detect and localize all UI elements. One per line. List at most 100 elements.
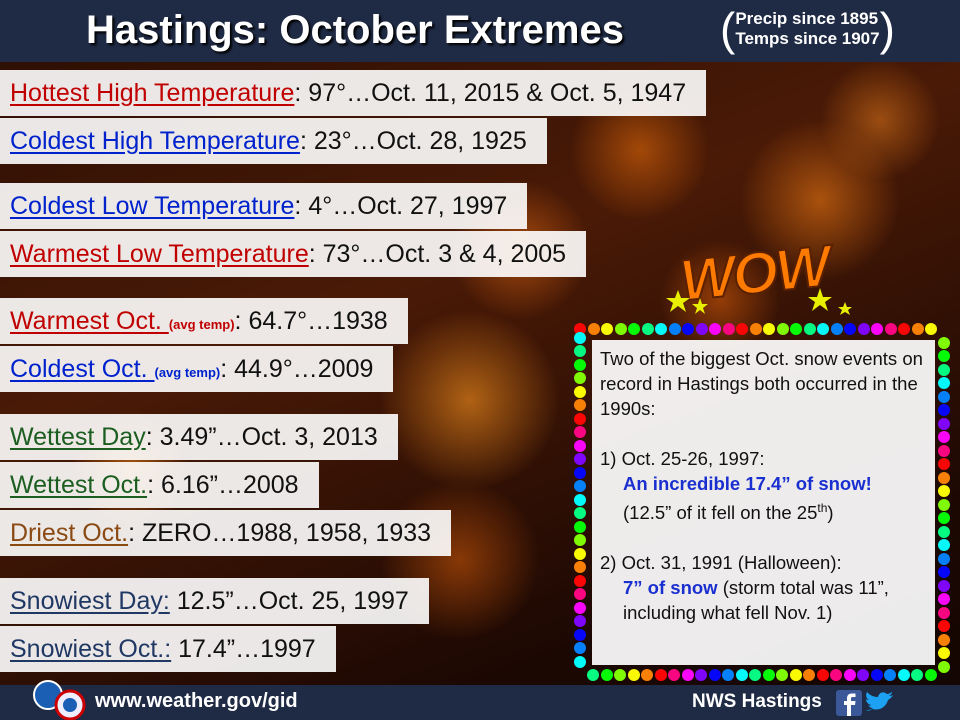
office: NWS Hastings (692, 691, 822, 712)
record-value: : 44.9°…2009 (220, 355, 374, 383)
footer: www.weather.gov/gid NWS Hastings (0, 680, 960, 720)
border-dot (574, 547, 586, 560)
border-dot (938, 471, 950, 484)
border-dot (614, 323, 627, 335)
border-dot (574, 615, 586, 627)
border-dot (574, 358, 586, 371)
border-dot (938, 525, 950, 538)
social-icons (836, 690, 893, 716)
border-dot (938, 377, 950, 389)
twitter-icon[interactable] (866, 692, 893, 711)
record-qualifier: (avg temp) (168, 317, 235, 332)
star (666, 290, 690, 312)
event-detail: (storm total was 11”, including what fel… (623, 577, 889, 624)
record: Hottest High Temperature: 97°…Oct. 11, 2… (0, 70, 707, 116)
event-highlight: 7” of snow (623, 577, 718, 599)
url[interactable]: www.weather.gov/gid (95, 690, 298, 712)
record-label: Coldest Low Temperature (10, 192, 295, 220)
logos (33, 680, 86, 720)
border-dot (574, 345, 586, 357)
record-label: Wettest Day (10, 423, 146, 451)
border-dot (722, 669, 734, 681)
facebook-glyph (844, 693, 856, 716)
record: Coldest Oct. (avg temp): 44.9°…2009 (0, 346, 394, 392)
border-dot (789, 669, 802, 681)
snow-text: Two of the biggest Oct. snow events on r… (592, 340, 935, 665)
record-value: : 64.7°…1938 (234, 307, 388, 335)
note-line: Precip since 1895 (735, 9, 879, 28)
border-dot (574, 574, 586, 587)
border-dot (614, 669, 626, 681)
record-value: : 4°…Oct. 27, 1997 (294, 192, 508, 220)
snow-box: Two of the biggest Oct. snow events on r… (573, 322, 951, 682)
border-dot (574, 426, 586, 438)
border-dot (641, 323, 654, 335)
record-value: : 97°…Oct. 11, 2015 & Oct. 5, 1947 (294, 79, 687, 107)
border-dot (897, 669, 910, 681)
border-dot (938, 431, 950, 443)
border-dot (574, 588, 586, 600)
record-value: : ZERO…1988, 1958, 1933 (128, 519, 432, 547)
border-dot (574, 439, 586, 452)
event-detail-end: ) (827, 502, 834, 524)
record-label: Snowiest Day: (10, 587, 170, 615)
border-dot (574, 534, 586, 546)
event-detail: (12.5” of it fell on the 25 (623, 502, 818, 524)
border-dot (655, 323, 667, 335)
border-dot (762, 669, 775, 681)
border-dot (587, 669, 599, 681)
star (808, 288, 832, 311)
border-dot (722, 323, 735, 335)
border-dot (574, 655, 586, 668)
border-dot (574, 561, 586, 573)
record-label: Snowiest Oct.: (10, 635, 172, 663)
record: Wettest Oct.: 6.16”…2008 (0, 462, 319, 508)
record-label: Driest Oct. (10, 519, 129, 547)
record: Warmest Oct. (avg temp): 64.7°…1938 (0, 298, 408, 344)
star (838, 302, 852, 315)
border-dot (938, 566, 950, 578)
border-dot (628, 323, 640, 335)
stars (666, 288, 852, 315)
record: Wettest Day: 3.49”…Oct. 3, 2013 (0, 414, 398, 460)
nws-logo-center (63, 698, 77, 712)
border-dot (574, 466, 586, 479)
record: Snowiest Oct.: 17.4”…1997 (0, 626, 336, 672)
border-dot (938, 593, 950, 605)
border-dot (816, 669, 829, 681)
title: Hastings: October Extremes (86, 8, 624, 52)
border-dot (574, 601, 586, 614)
record-value: : 23°…Oct. 28, 1925 (299, 127, 527, 155)
border-dot (776, 323, 789, 335)
border-dot (938, 350, 950, 362)
border-dot (600, 669, 613, 681)
border-dot (938, 444, 950, 457)
event-date: 1) Oct. 25-26, 1997: (600, 448, 765, 469)
border-dot (574, 520, 586, 533)
border-dot (938, 660, 950, 673)
intro: Two of the biggest Oct. snow events on r… (600, 348, 923, 419)
border-dot (938, 390, 950, 403)
record-label: Warmest Oct. (10, 307, 169, 335)
border-dot (749, 669, 761, 681)
border-dot (871, 323, 883, 335)
border-dot (938, 458, 950, 470)
border-dot (574, 372, 586, 384)
record: Coldest Low Temperature: 4°…Oct. 27, 199… (0, 183, 528, 229)
border-dot (735, 669, 748, 681)
border-dot (857, 669, 869, 681)
border-dot (695, 669, 707, 681)
border-dot (681, 669, 694, 681)
note-line: Temps since 1907 (735, 29, 880, 48)
border-dot (803, 669, 815, 681)
border-dot (911, 669, 923, 681)
border-dot (574, 412, 586, 425)
border-dot (736, 323, 748, 335)
record-value: 17.4”…1997 (171, 635, 316, 663)
border-dot (925, 323, 937, 335)
star (692, 298, 708, 314)
border-dot (627, 669, 640, 681)
border-dot (911, 323, 924, 335)
record-value: : 6.16”…2008 (147, 471, 299, 499)
border-dot (574, 493, 586, 506)
